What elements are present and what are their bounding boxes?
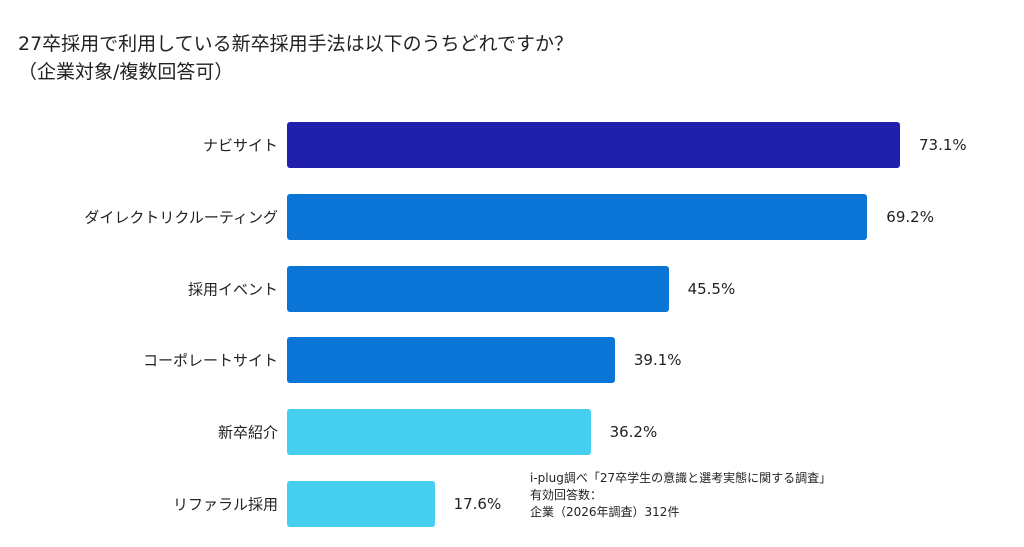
- source-line-2: 有効回答数：: [530, 488, 603, 502]
- bar: [287, 193, 868, 240]
- category-label: 採用イベント: [187, 280, 278, 299]
- value-label: 36.2%: [609, 423, 658, 442]
- value-label: 73.1%: [919, 136, 967, 154]
- bar: [287, 337, 615, 384]
- bar: [287, 122, 901, 168]
- category-label: コーポレートサイト: [142, 351, 278, 370]
- category-label: リファラル採用: [172, 495, 278, 514]
- chart-title-block: 27卒採用で利用している新卒採用手法は以下のうちどれですか？ （企業対象/複数回…: [18, 30, 573, 86]
- value-label: 69.2%: [886, 207, 934, 226]
- bar: [287, 409, 591, 456]
- bar: [287, 265, 669, 312]
- source-line-3: 企業（2026年調査）312件: [530, 505, 680, 519]
- chart-subtitle: （企業対象/複数回答可）: [18, 61, 234, 83]
- category-label: ナビサイト: [202, 136, 278, 155]
- category-label: ダイレクトリクルーティング: [84, 208, 278, 227]
- value-label: 45.5%: [687, 279, 736, 298]
- category-label: 新卒紹介: [217, 423, 278, 442]
- value-label: 39.1%: [633, 351, 682, 370]
- value-label: 17.6%: [453, 495, 502, 513]
- source-line-1: i-plug調べ「27卒学生の意識と選考実態に関する調査」: [530, 471, 832, 485]
- bar: [287, 481, 435, 527]
- chart-title: 27卒採用で利用している新卒採用手法は以下のうちどれですか？: [18, 33, 574, 55]
- source-note: i-plug調べ「27卒学生の意識と選考実態に関する調査」 有効回答数： 企業（…: [530, 470, 831, 521]
